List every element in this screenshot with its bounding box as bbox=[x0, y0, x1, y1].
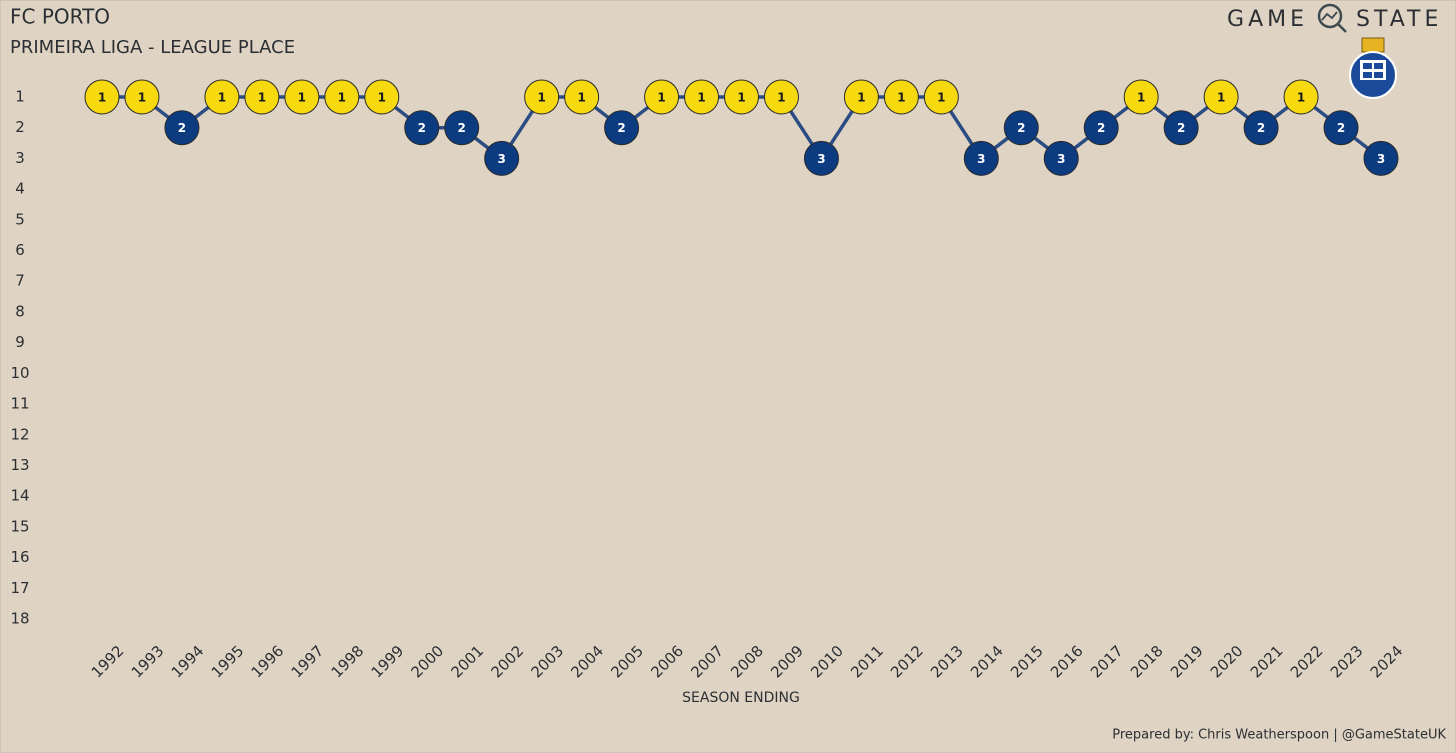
y-tick-label: 9 bbox=[15, 333, 25, 351]
chart-subtitle: PRIMEIRA LIGA - LEAGUE PLACE bbox=[10, 37, 295, 58]
point-marker bbox=[1243, 110, 1279, 146]
y-tick-label: 16 bbox=[10, 548, 29, 566]
point-marker bbox=[843, 79, 879, 115]
brand-left: GAME bbox=[1227, 7, 1308, 32]
point-label: 1 bbox=[697, 91, 705, 105]
y-tick-label: 4 bbox=[15, 180, 25, 198]
point-marker bbox=[1083, 110, 1119, 146]
x-axis-label: SEASON ENDING bbox=[682, 690, 800, 706]
y-tick-label: 17 bbox=[10, 579, 29, 597]
point-marker bbox=[1283, 79, 1319, 115]
credit: Prepared by: Chris Weatherspoon | @GameS… bbox=[1112, 728, 1446, 743]
point-marker bbox=[84, 79, 120, 115]
y-tick-label: 6 bbox=[15, 241, 25, 259]
point-label: 2 bbox=[178, 121, 186, 135]
point-label: 1 bbox=[258, 91, 266, 105]
point-label: 1 bbox=[577, 91, 585, 105]
point-marker bbox=[164, 110, 200, 146]
point-label: 1 bbox=[1217, 91, 1225, 105]
y-tick-label: 7 bbox=[15, 272, 25, 290]
point-marker bbox=[284, 79, 320, 115]
point-marker bbox=[883, 79, 919, 115]
point-marker bbox=[803, 140, 839, 176]
point-marker bbox=[364, 79, 400, 115]
point-marker bbox=[204, 79, 240, 115]
point-label: 3 bbox=[1057, 152, 1065, 166]
y-tick-label: 13 bbox=[10, 456, 29, 474]
y-tick-label: 10 bbox=[10, 364, 29, 382]
point-label: 3 bbox=[1377, 152, 1385, 166]
point-label: 1 bbox=[98, 91, 106, 105]
brand-right: STATE bbox=[1356, 7, 1442, 32]
point-label: 1 bbox=[218, 91, 226, 105]
point-label: 1 bbox=[1297, 91, 1305, 105]
point-label: 1 bbox=[1137, 91, 1145, 105]
point-label: 1 bbox=[737, 91, 745, 105]
point-label: 2 bbox=[1177, 121, 1185, 135]
point-marker bbox=[963, 140, 999, 176]
y-tick-label: 5 bbox=[15, 210, 25, 228]
point-label: 3 bbox=[977, 152, 985, 166]
point-marker bbox=[724, 79, 759, 115]
point-marker bbox=[324, 79, 360, 115]
point-marker bbox=[244, 79, 280, 115]
point-marker bbox=[524, 79, 560, 115]
point-marker bbox=[1323, 110, 1359, 146]
y-tick-label: 3 bbox=[15, 149, 25, 167]
point-marker bbox=[1363, 140, 1399, 176]
point-label: 1 bbox=[138, 91, 146, 105]
y-tick-label: 1 bbox=[15, 88, 25, 106]
point-marker bbox=[564, 79, 600, 115]
y-tick-label: 8 bbox=[15, 302, 25, 320]
point-label: 1 bbox=[537, 91, 545, 105]
club-crest bbox=[1349, 37, 1397, 99]
point-label: 3 bbox=[817, 152, 825, 166]
point-label: 1 bbox=[937, 91, 945, 105]
point-marker bbox=[1003, 110, 1039, 146]
point-marker bbox=[684, 79, 720, 115]
point-label: 1 bbox=[338, 91, 346, 105]
y-tick-label: 12 bbox=[10, 425, 29, 443]
y-tick-label: 2 bbox=[15, 118, 25, 136]
point-label: 2 bbox=[418, 121, 426, 135]
point-marker bbox=[484, 140, 520, 176]
point-label: 3 bbox=[498, 152, 506, 166]
point-label: 2 bbox=[1257, 121, 1265, 135]
point-marker bbox=[1203, 79, 1239, 115]
point-marker bbox=[124, 79, 160, 115]
point-label: 1 bbox=[777, 91, 785, 105]
point-marker bbox=[1163, 110, 1199, 146]
point-label: 2 bbox=[1097, 121, 1105, 135]
point-marker bbox=[404, 110, 440, 146]
point-marker bbox=[644, 79, 680, 115]
point-label: 1 bbox=[378, 91, 386, 105]
point-marker bbox=[763, 79, 799, 115]
chart-title: FC PORTO bbox=[10, 5, 110, 29]
point-marker bbox=[604, 110, 640, 146]
point-label: 2 bbox=[617, 121, 625, 135]
y-tick-label: 11 bbox=[10, 395, 29, 413]
point-label: 2 bbox=[1017, 121, 1025, 135]
point-label: 1 bbox=[298, 91, 306, 105]
brand-icon bbox=[1317, 3, 1347, 33]
point-label: 1 bbox=[657, 91, 665, 105]
point-label: 1 bbox=[897, 91, 905, 105]
point-marker bbox=[444, 110, 480, 146]
y-tick-label: 14 bbox=[10, 487, 29, 505]
point-marker bbox=[1123, 79, 1159, 115]
point-marker bbox=[1043, 140, 1079, 176]
point-label: 2 bbox=[1337, 121, 1345, 135]
point-label: 2 bbox=[458, 121, 466, 135]
point-marker bbox=[923, 79, 959, 115]
point-label: 1 bbox=[857, 91, 865, 105]
y-tick-label: 18 bbox=[10, 610, 29, 628]
y-tick-label: 15 bbox=[10, 517, 29, 535]
